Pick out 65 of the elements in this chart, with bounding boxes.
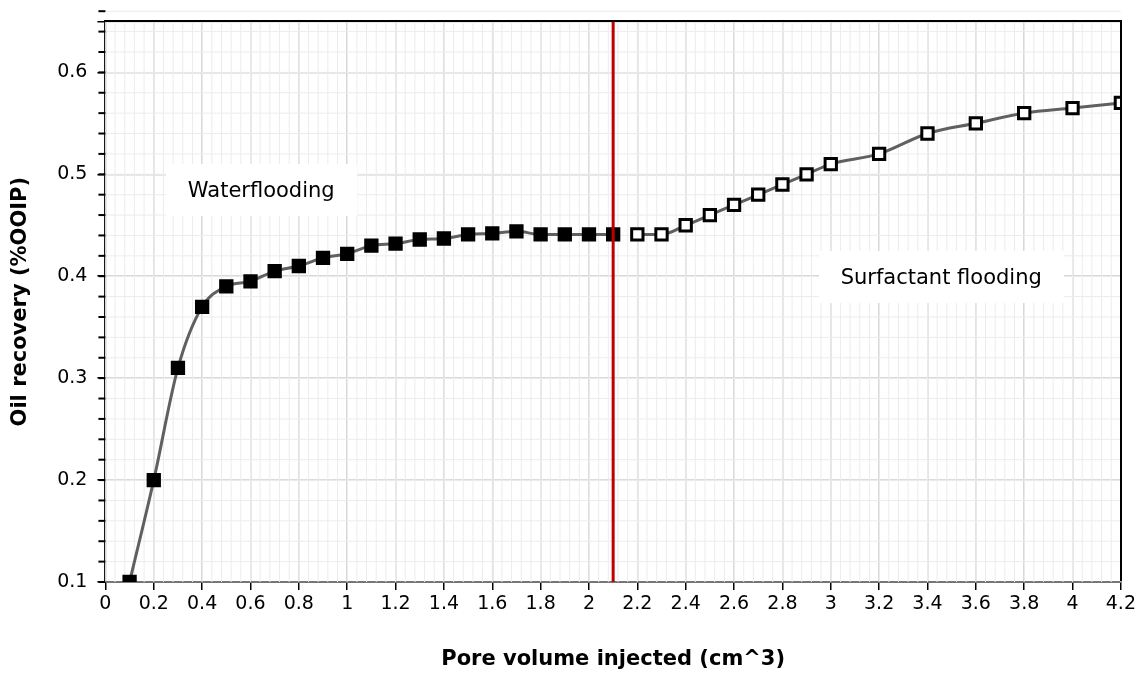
point <box>557 227 572 242</box>
x-tick-label: 4 <box>1066 591 1079 614</box>
y-tick-label: 0.2 <box>57 467 88 490</box>
x-tick-label: 2.2 <box>622 591 653 614</box>
point <box>702 207 718 223</box>
x-tick-label: 2.8 <box>767 591 798 614</box>
x-tick-label: 1.8 <box>525 591 556 614</box>
x-tick-label: 0.2 <box>138 591 169 614</box>
point <box>823 156 838 172</box>
point <box>726 197 742 213</box>
point <box>412 232 427 247</box>
point <box>630 227 645 242</box>
point <box>509 224 524 239</box>
x-tick-label: 1.2 <box>380 591 411 614</box>
point <box>1065 100 1080 116</box>
point <box>799 167 814 182</box>
x-tick-label: 1.6 <box>477 591 508 614</box>
point <box>751 187 766 202</box>
y-tick-label: 0.1 <box>57 568 88 591</box>
annotation: Waterflooding <box>165 164 357 217</box>
point <box>146 472 161 488</box>
x-tick-label: 0 <box>99 591 112 614</box>
point <box>871 146 887 162</box>
point <box>267 263 282 279</box>
x-tick-label: 0.8 <box>283 591 314 614</box>
point <box>436 231 452 246</box>
point <box>533 227 548 242</box>
point <box>1017 105 1032 121</box>
x-tick-label: 2.4 <box>670 591 701 614</box>
point <box>775 177 790 192</box>
point <box>388 236 403 251</box>
x-tick-label: 3.6 <box>960 591 991 614</box>
y-tick-label: 0.5 <box>57 161 88 184</box>
point <box>364 238 379 253</box>
x-tick-label: 1 <box>341 591 354 614</box>
point <box>485 226 500 241</box>
y-tick-label: 0.4 <box>57 263 88 286</box>
x-tick-label: 3.2 <box>864 591 895 614</box>
point <box>654 227 669 242</box>
point <box>170 360 186 376</box>
x-tick-label: 4.2 <box>1105 591 1136 614</box>
x-tick-label: 3.8 <box>1009 591 1040 614</box>
point <box>291 258 306 274</box>
x-tick-label: 1.4 <box>428 591 460 614</box>
x-axis-title: Pore volume injected (cm^3) <box>441 645 786 670</box>
y-axis-title: Oil recovery (%OOIP) <box>7 176 32 427</box>
x-tick-label: 0.6 <box>235 591 266 614</box>
point <box>581 227 597 242</box>
y-tick-label: 0.6 <box>57 59 88 82</box>
point <box>678 218 693 233</box>
x-tick-label: 2.6 <box>718 591 750 614</box>
point <box>460 227 476 242</box>
point <box>194 299 210 314</box>
x-tick-label: 3.4 <box>912 591 943 614</box>
annotation: Surfactant flooding <box>818 250 1064 303</box>
point <box>315 250 331 266</box>
point <box>243 274 258 289</box>
x-tick-label: 0.4 <box>187 591 218 614</box>
y-tick-label: 0.3 <box>57 365 88 388</box>
point <box>920 126 935 141</box>
point <box>968 116 983 131</box>
point <box>340 246 355 261</box>
point <box>219 279 234 294</box>
x-tick-label: 2 <box>582 591 596 614</box>
x-tick-label: 3 <box>824 591 837 614</box>
